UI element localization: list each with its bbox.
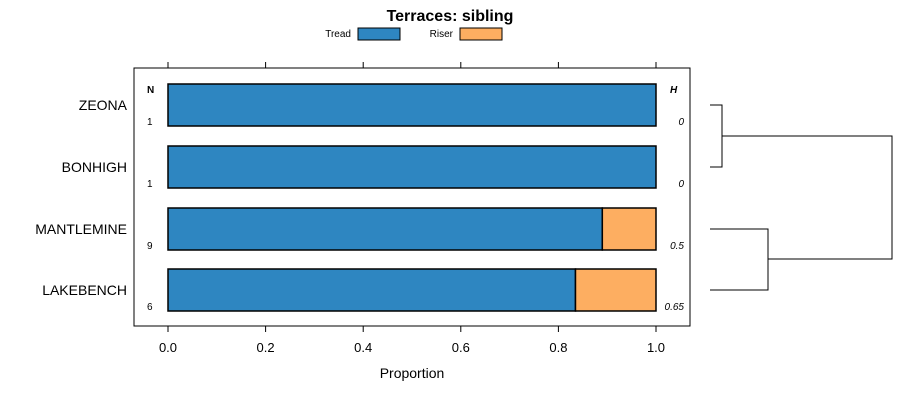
plot-frame: [133, 67, 691, 327]
n-value-mantlemine: 9: [147, 241, 153, 252]
x-tick-label-0: 0.0: [159, 340, 177, 355]
category-label-lakebench: LAKEBENCH: [42, 282, 127, 298]
x-tick-label-2: 0.4: [354, 340, 372, 355]
dendrogram-link-zeona-bonhigh: [710, 104, 723, 168]
x-tick-label-4: 0.8: [549, 340, 567, 355]
bar-mantlemine-riser: [601, 207, 657, 251]
n-header: N: [147, 85, 154, 96]
bar-bonhigh-tread: [167, 145, 657, 189]
legend-label-riser: Riser: [430, 29, 454, 40]
x-axis: 0.0 0.2 0.4 0.6 0.8 1.0: [159, 62, 665, 355]
chart-title: Terraces: sibling: [387, 8, 514, 25]
legend: Tread Riser: [325, 27, 503, 41]
legend-swatch-tread: [357, 27, 401, 41]
h-value-zeona: 0: [678, 117, 684, 128]
n-value-bonhigh: 1: [147, 179, 153, 190]
dendrogram-link-root: [722, 135, 893, 260]
x-tick-label-5: 1.0: [647, 340, 665, 355]
n-value-lakebench: 6: [147, 302, 153, 313]
category-label-zeona: ZEONA: [79, 97, 128, 113]
bar-zeona-tread: [167, 83, 657, 127]
legend-label-tread: Tread: [325, 29, 351, 40]
h-value-lakebench: 0.65: [665, 302, 685, 313]
n-value-zeona: 1: [147, 117, 153, 128]
dendrogram: [710, 104, 893, 291]
legend-swatch-riser: [459, 27, 503, 41]
x-axis-label: Proportion: [380, 365, 445, 381]
h-value-mantlemine: 0.5: [670, 241, 684, 252]
bar-lakebench-tread: [167, 268, 577, 312]
x-tick-label-1: 0.2: [257, 340, 275, 355]
h-header: H: [670, 85, 678, 96]
h-value-bonhigh: 0: [678, 179, 684, 190]
bar-lakebench-riser: [574, 268, 657, 312]
dendrogram-link-mantlemine-lakebench: [710, 228, 769, 291]
bar-mantlemine-tread: [167, 207, 604, 251]
category-label-bonhigh: BONHIGH: [62, 159, 127, 175]
bars: ZEONA 1 0 BONHIGH 1 0 MANTLEMINE 9 0.5 LAKEBENCH 6…: [35, 83, 685, 313]
category-label-mantlemine: MANTLEMINE: [35, 221, 127, 237]
x-tick-label-3: 0.6: [452, 340, 470, 355]
